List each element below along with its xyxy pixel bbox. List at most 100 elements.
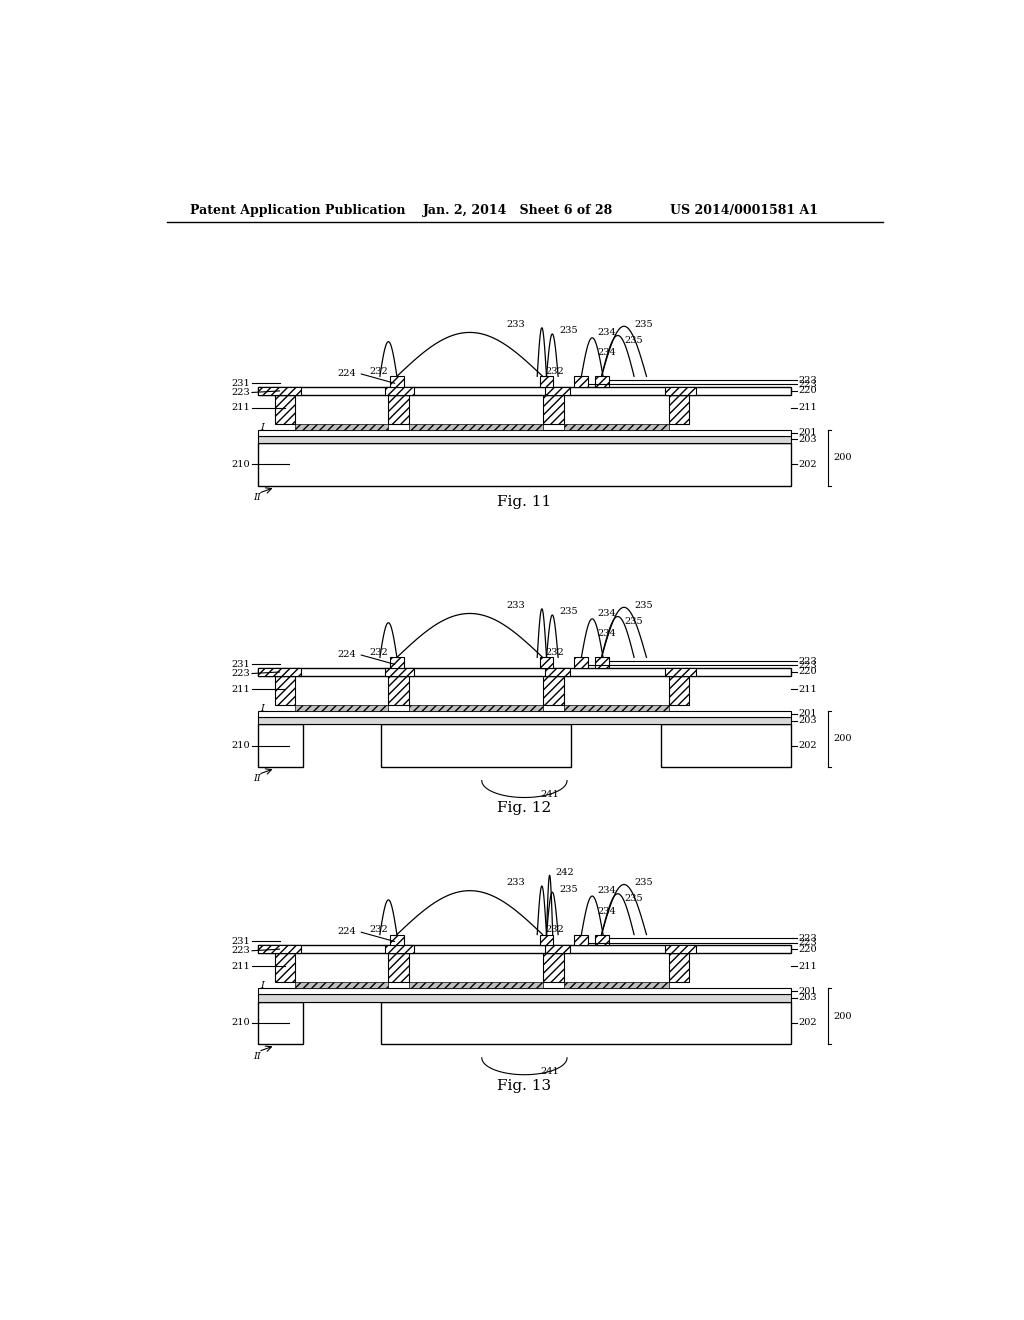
Bar bbox=[258, 945, 301, 953]
Text: II: II bbox=[253, 1052, 260, 1060]
Bar bbox=[563, 424, 669, 430]
Bar bbox=[545, 387, 569, 395]
Text: Fig. 12: Fig. 12 bbox=[498, 801, 552, 816]
Text: 224: 224 bbox=[337, 368, 356, 378]
Bar bbox=[258, 994, 791, 1002]
Bar bbox=[258, 989, 791, 994]
Text: 210: 210 bbox=[231, 459, 251, 469]
Text: II: II bbox=[253, 775, 260, 783]
Bar bbox=[258, 430, 791, 436]
Text: 234: 234 bbox=[597, 348, 615, 358]
Text: 232: 232 bbox=[370, 648, 388, 657]
Text: 241: 241 bbox=[540, 789, 559, 799]
Text: 223: 223 bbox=[799, 661, 817, 671]
Text: 235: 235 bbox=[560, 884, 579, 894]
Text: I: I bbox=[260, 422, 264, 432]
Text: 224: 224 bbox=[337, 927, 356, 936]
Text: 203: 203 bbox=[799, 993, 817, 1002]
Text: 211: 211 bbox=[799, 685, 817, 693]
Text: 232: 232 bbox=[545, 648, 563, 657]
Bar bbox=[595, 657, 608, 668]
Bar bbox=[258, 387, 791, 395]
Bar bbox=[258, 717, 791, 725]
Bar bbox=[390, 657, 403, 668]
Text: 232: 232 bbox=[370, 367, 388, 376]
Text: 203: 203 bbox=[799, 715, 817, 725]
Text: 220: 220 bbox=[799, 387, 817, 396]
Text: 211: 211 bbox=[231, 404, 251, 412]
Bar bbox=[665, 668, 696, 676]
Text: 202: 202 bbox=[799, 1018, 817, 1027]
Bar bbox=[574, 376, 589, 387]
Bar bbox=[388, 676, 409, 705]
Bar bbox=[563, 982, 669, 989]
Bar bbox=[258, 387, 301, 395]
Bar bbox=[544, 953, 563, 982]
Text: 242: 242 bbox=[556, 867, 574, 876]
Text: 223: 223 bbox=[799, 380, 817, 389]
Text: 224: 224 bbox=[337, 649, 356, 659]
Text: 234: 234 bbox=[598, 327, 616, 337]
Bar bbox=[669, 676, 689, 705]
Text: 234: 234 bbox=[598, 886, 616, 895]
Bar bbox=[258, 436, 791, 444]
Text: Jan. 2, 2014   Sheet 6 of 28: Jan. 2, 2014 Sheet 6 of 28 bbox=[423, 205, 612, 218]
Bar bbox=[409, 705, 544, 711]
Bar bbox=[545, 668, 569, 676]
Bar bbox=[258, 444, 791, 486]
Bar bbox=[574, 657, 589, 668]
Bar bbox=[381, 725, 571, 767]
Text: 233: 233 bbox=[506, 602, 524, 610]
Text: 202: 202 bbox=[799, 741, 817, 750]
Text: 202: 202 bbox=[799, 459, 817, 469]
Text: 223: 223 bbox=[799, 933, 817, 942]
Bar bbox=[295, 982, 388, 989]
Text: 223: 223 bbox=[799, 656, 817, 665]
Text: 235: 235 bbox=[634, 879, 652, 887]
Text: Patent Application Publication: Patent Application Publication bbox=[190, 205, 406, 218]
Bar bbox=[275, 953, 295, 982]
Bar bbox=[669, 953, 689, 982]
Text: 235: 235 bbox=[625, 616, 643, 626]
Text: 232: 232 bbox=[545, 925, 563, 935]
Text: 201: 201 bbox=[799, 986, 817, 995]
Bar bbox=[385, 945, 414, 953]
Text: I: I bbox=[260, 704, 264, 713]
Bar bbox=[275, 676, 295, 705]
Bar bbox=[390, 376, 403, 387]
Text: I: I bbox=[260, 981, 264, 990]
Bar bbox=[295, 424, 388, 430]
Bar bbox=[388, 395, 409, 424]
Text: 201: 201 bbox=[799, 429, 817, 437]
Text: 235: 235 bbox=[625, 894, 643, 903]
Bar bbox=[258, 945, 791, 953]
Bar bbox=[544, 676, 563, 705]
Text: 232: 232 bbox=[545, 367, 563, 376]
Text: 234: 234 bbox=[597, 907, 615, 916]
Text: 211: 211 bbox=[231, 685, 251, 693]
Text: 235: 235 bbox=[634, 602, 652, 610]
Bar bbox=[669, 395, 689, 424]
Text: 241: 241 bbox=[540, 1067, 559, 1076]
Text: 231: 231 bbox=[231, 379, 251, 388]
Text: US 2014/0001581 A1: US 2014/0001581 A1 bbox=[671, 205, 818, 218]
Bar bbox=[295, 705, 388, 711]
Bar bbox=[258, 668, 791, 676]
Text: 233: 233 bbox=[506, 879, 524, 887]
Text: 200: 200 bbox=[834, 1011, 852, 1020]
Bar bbox=[665, 945, 696, 953]
Bar bbox=[388, 953, 409, 982]
Bar bbox=[563, 705, 669, 711]
Text: 211: 211 bbox=[231, 962, 251, 970]
Text: 235: 235 bbox=[560, 607, 579, 616]
Text: 223: 223 bbox=[231, 388, 251, 397]
Text: 211: 211 bbox=[799, 962, 817, 970]
Text: 235: 235 bbox=[560, 326, 579, 335]
Bar bbox=[385, 668, 414, 676]
Text: 220: 220 bbox=[799, 945, 817, 953]
Text: 203: 203 bbox=[799, 436, 817, 444]
Bar bbox=[385, 387, 414, 395]
Bar bbox=[409, 982, 544, 989]
Text: 223: 223 bbox=[799, 939, 817, 948]
Bar bbox=[544, 395, 563, 424]
